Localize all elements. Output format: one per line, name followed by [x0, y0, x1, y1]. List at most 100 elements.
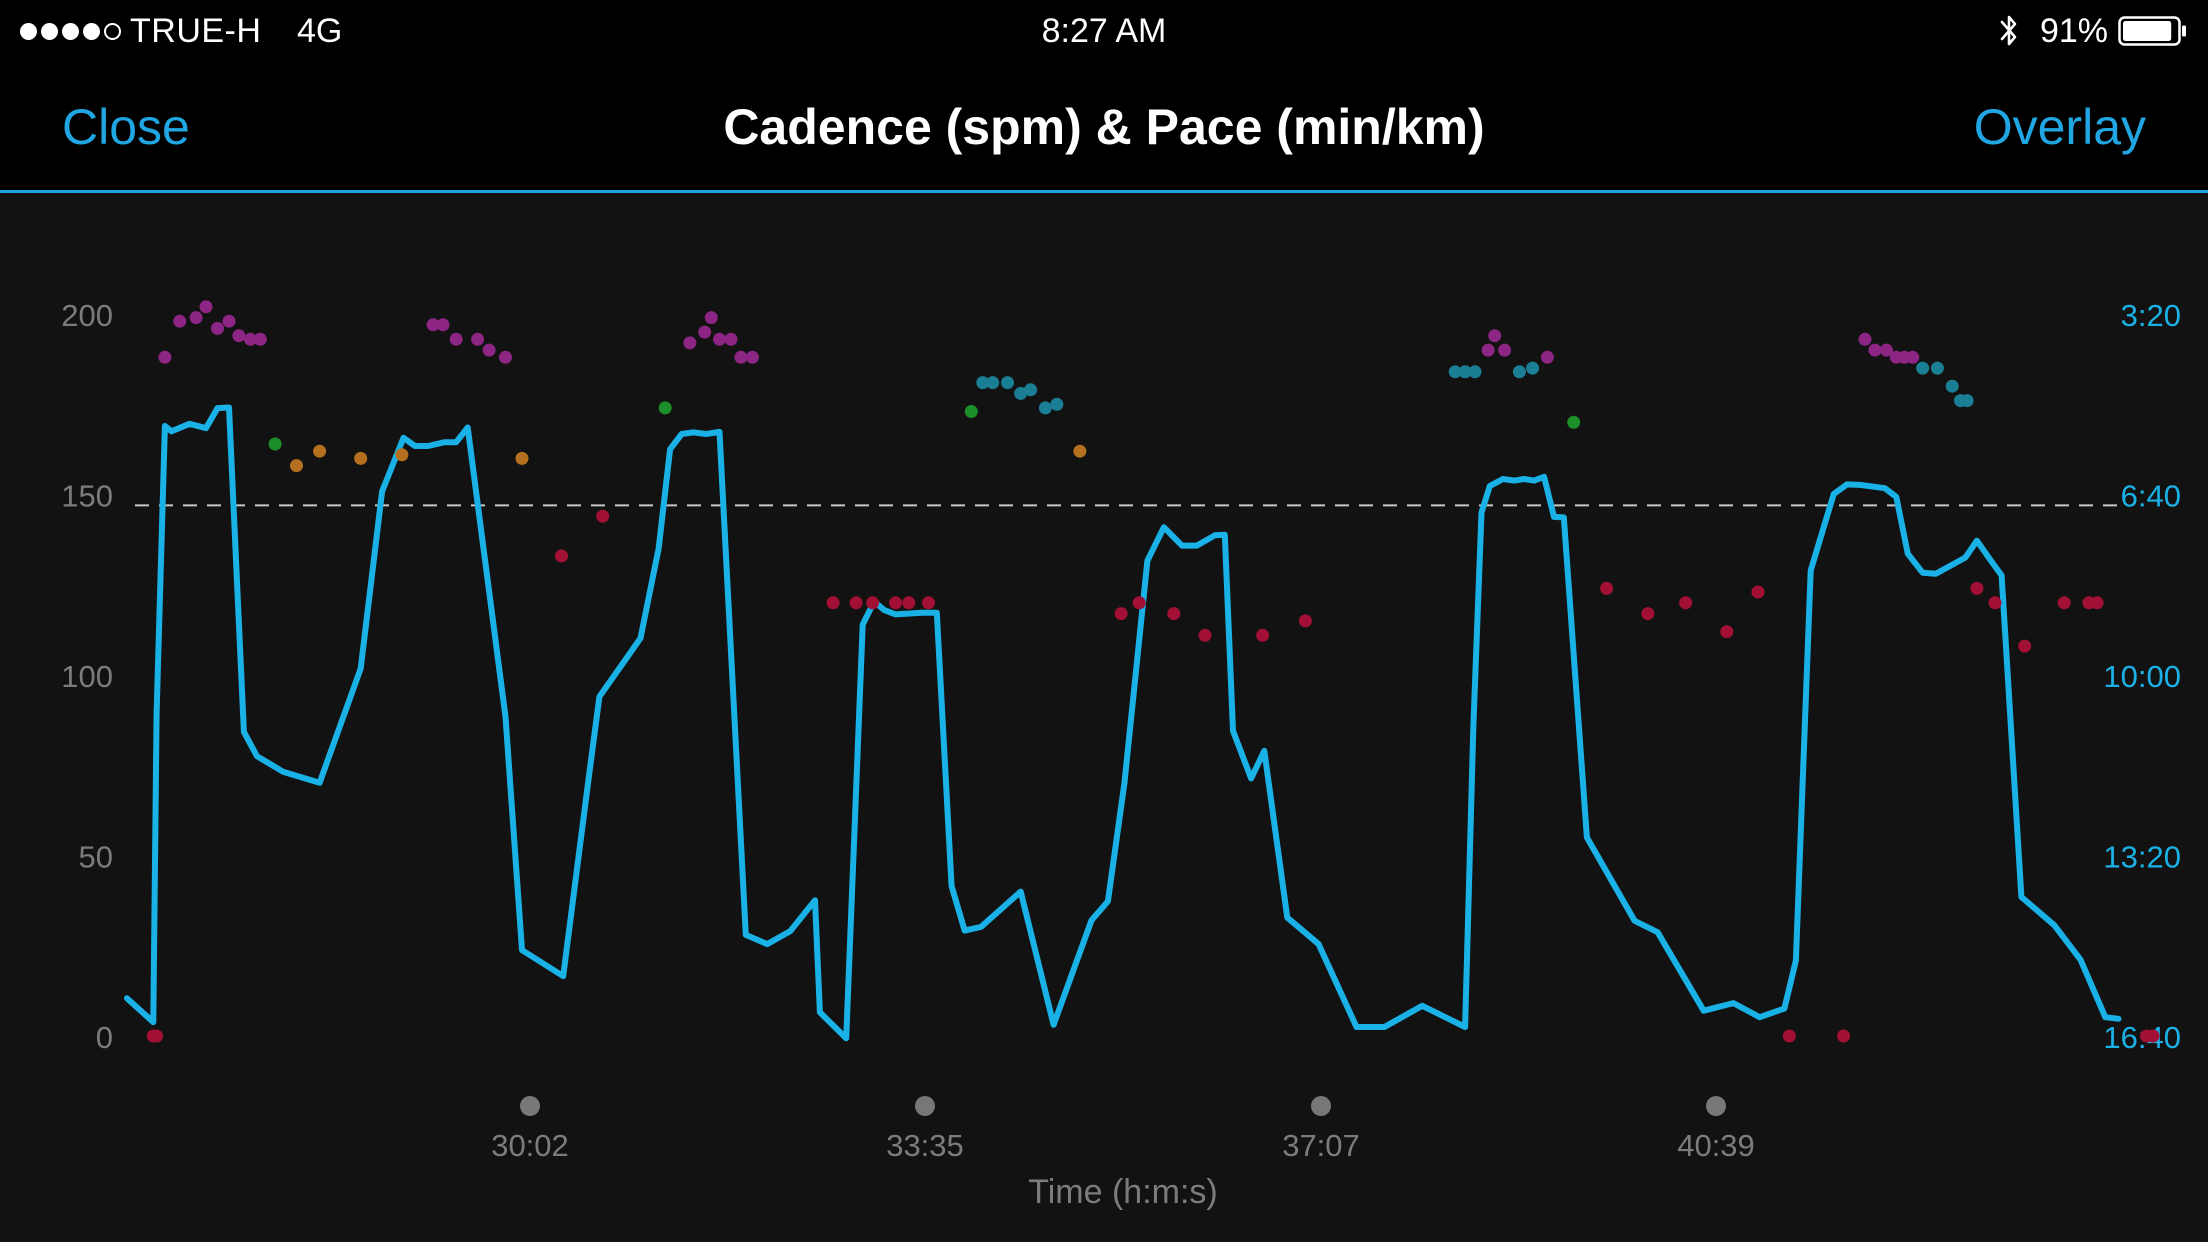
cadence-point: [698, 325, 712, 339]
right-axis-tick-label: 3:20: [2121, 298, 2181, 333]
cadence-point: [1488, 329, 1502, 343]
cadence-point: [1498, 343, 1512, 357]
cadence-point: [976, 376, 990, 390]
cadence-point: [1679, 596, 1693, 610]
cadence-point: [866, 596, 880, 610]
cadence-point: [1024, 383, 1038, 397]
cadence-point: [889, 596, 903, 610]
cadence-point: [704, 311, 718, 325]
signal-dot: [83, 22, 100, 40]
pace-line: [124, 404, 2122, 1042]
cadence-point: [1526, 361, 1540, 375]
status-bar: TRUE-H 4G 8:27 AM 91%: [0, 0, 2208, 64]
x-axis-tick-marker: [915, 1096, 935, 1116]
cadence-point: [471, 332, 485, 346]
cadence-point: [745, 350, 759, 364]
left-axis-tick-label: 150: [61, 479, 113, 514]
cadence-point: [902, 596, 916, 610]
cadence-point: [1930, 361, 1944, 375]
x-axis-tick-label: 33:35: [886, 1128, 964, 1163]
overlay-button[interactable]: Overlay: [1973, 99, 2146, 155]
cadence-point: [1641, 607, 1655, 621]
cadence-point: [158, 350, 172, 364]
cadence-point: [1038, 401, 1052, 415]
cadence-point: [2146, 1029, 2160, 1043]
cadence-point: [1167, 607, 1181, 621]
x-axis-tick-marker: [1706, 1096, 1726, 1116]
cadence-point: [173, 314, 187, 328]
cadence-point: [290, 459, 303, 473]
cadence-point: [1298, 614, 1312, 628]
cadence-point: [243, 332, 257, 346]
left-axis-tick-label: 0: [96, 1020, 113, 1055]
cadence-point: [2090, 596, 2104, 610]
cadence-point: [1540, 350, 1554, 364]
cadence-point: [1970, 581, 1984, 595]
cadence-point: [1448, 365, 1462, 379]
cadence-point: [724, 332, 738, 346]
cadence-point: [268, 437, 282, 451]
left-axis-tick-label: 200: [61, 298, 113, 333]
cadence-point: [849, 596, 863, 610]
cadence-point: [734, 350, 748, 364]
cadence-point: [395, 448, 409, 462]
network-type: 4G: [297, 12, 343, 50]
pace-series: [124, 404, 2122, 1042]
cadence-point: [1600, 581, 1614, 595]
cadence-point: [515, 451, 529, 465]
cadence-point: [2057, 596, 2071, 610]
right-axis-tick-label: 13:20: [2103, 839, 2181, 874]
cadence-point: [1256, 628, 1270, 642]
cadence-point: [1960, 394, 1974, 408]
cadence-point: [449, 332, 463, 346]
cadence-point: [1916, 361, 1930, 375]
x-axis-tick-marker: [1311, 1096, 1331, 1116]
signal-dot: [104, 22, 121, 40]
navigation-bar: Close Cadence (spm) & Pace (min/km) Over…: [0, 64, 2208, 193]
battery-percentage: 91%: [2039, 12, 2108, 50]
cadence-series: [146, 300, 2160, 1043]
cadence-point: [1782, 1029, 1796, 1043]
left-axis-tick-label: 50: [79, 840, 113, 875]
cadence-point: [1458, 365, 1472, 379]
x-axis-tick-label: 30:02: [491, 1128, 569, 1163]
x-axis-tick-label: 37:07: [1282, 1128, 1360, 1163]
bluetooth-icon: [2000, 15, 2017, 46]
battery-icon: [2118, 16, 2186, 46]
signal-strength-icon: [20, 20, 121, 42]
cadence-point: [232, 329, 246, 343]
carrier-name: TRUE-H: [130, 12, 262, 50]
close-button[interactable]: Close: [62, 99, 190, 155]
status-time: 8:27 AM: [1041, 12, 1167, 50]
cadence-point: [1014, 386, 1028, 400]
signal-dot: [62, 22, 79, 40]
cadence-point: [211, 321, 224, 335]
cadence-point: [1001, 376, 1014, 390]
cadence-point: [555, 549, 568, 563]
cadence-point: [199, 300, 213, 314]
x-axis-title: Time (h:m:s): [1028, 1173, 1218, 1211]
cadence-point: [1073, 444, 1087, 458]
cadence-point: [482, 343, 496, 357]
cadence-point: [1988, 596, 2002, 610]
cadence-point: [1720, 625, 1734, 639]
signal-dot: [41, 22, 58, 40]
cadence-point: [683, 336, 697, 350]
right-axis-tick-label: 6:40: [2121, 479, 2181, 514]
cadence-point: [354, 451, 368, 465]
left-axis-tick-label: 100: [61, 659, 113, 694]
x-axis-tick-label: 40:39: [1677, 1128, 1755, 1163]
cadence-point: [1751, 585, 1765, 599]
cadence-point: [189, 311, 203, 325]
right-axis-tick-label: 10:00: [2103, 659, 2181, 694]
cadence-point: [1132, 596, 1146, 610]
left-axis-ticks: 0 50 100 150 200: [61, 298, 113, 1055]
cadence-point: [1468, 365, 1482, 379]
page-title: Cadence (spm) & Pace (min/km): [723, 99, 1485, 155]
x-axis-ticks: 30:02 33:35 37:07 40:39: [491, 1096, 1755, 1163]
cadence-point: [1868, 343, 1882, 357]
cadence-point: [2018, 639, 2032, 653]
